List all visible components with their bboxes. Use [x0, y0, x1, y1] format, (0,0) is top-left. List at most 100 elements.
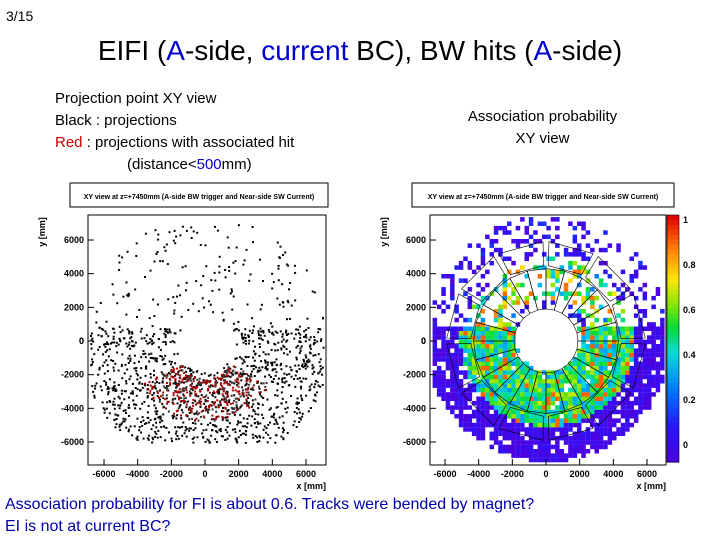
right-ytick-label: -2000	[403, 370, 426, 380]
heatmap-cell	[585, 344, 591, 349]
heatmap-cell	[607, 422, 613, 428]
projection-point	[131, 340, 134, 343]
heatmap-cell	[651, 295, 656, 301]
heatmap-cell	[528, 365, 534, 371]
heatmap-cell	[476, 431, 481, 436]
right-plot-description: Association probability XY view	[430, 106, 655, 150]
heatmap-cell	[445, 274, 451, 279]
color-scale-segment	[667, 353, 679, 359]
heatmap-cell	[454, 361, 459, 366]
heatmap-cell	[476, 282, 481, 288]
heatmap-cell	[651, 344, 656, 349]
heatmap-cell	[528, 418, 534, 423]
heatmap-cell	[550, 379, 556, 384]
heatmap-cell	[581, 348, 586, 353]
heatmap-cell	[467, 317, 473, 323]
projection-point	[296, 397, 299, 400]
heatmap-cell	[507, 322, 512, 327]
projection-point	[275, 358, 278, 361]
associated-hit-point	[228, 413, 231, 416]
projection-point	[147, 421, 150, 424]
projection-point	[244, 337, 247, 339]
associated-hit-point	[217, 404, 220, 407]
projection-point	[277, 279, 280, 282]
heatmap-cell	[546, 291, 551, 296]
projection-point	[127, 404, 130, 407]
associated-hit-point	[163, 398, 166, 401]
projection-point	[317, 331, 320, 334]
heatmap-cell	[647, 339, 652, 345]
projection-point	[161, 260, 164, 263]
projection-point	[151, 381, 154, 384]
associated-hit-point	[204, 407, 207, 409]
heatmap-cell	[612, 339, 617, 345]
projection-point	[265, 365, 268, 368]
projection-point	[165, 243, 168, 246]
projection-point	[152, 438, 155, 441]
heatmap-cell	[498, 365, 503, 371]
heatmap-cell	[555, 387, 560, 393]
heatmap-cell	[467, 370, 473, 375]
heatmap-cell	[502, 225, 508, 231]
projection-point	[258, 343, 261, 345]
projection-point	[112, 327, 115, 330]
associated-hit-point	[204, 395, 207, 398]
associated-hit-point	[238, 373, 241, 376]
heatmap-cell	[502, 374, 508, 380]
projection-point	[317, 353, 320, 356]
color-scale-segment	[667, 308, 679, 315]
projection-point	[245, 430, 248, 433]
projection-point	[278, 303, 281, 306]
projection-point	[254, 413, 257, 416]
projection-point	[127, 357, 130, 360]
projection-point	[119, 404, 122, 407]
heatmap-cell	[471, 269, 477, 275]
color-scale-segment	[667, 397, 679, 404]
heatmap-cell	[454, 392, 459, 397]
heatmap-cell	[594, 444, 599, 450]
projection-point	[154, 359, 157, 362]
heatmap-cell	[471, 422, 477, 428]
heatmap-cell	[660, 361, 665, 366]
heatmap-cell	[493, 348, 499, 353]
projection-point	[141, 402, 144, 405]
heatmap-cell	[524, 400, 529, 406]
color-scale-segment	[667, 343, 679, 349]
color-scale-tick-label: 0.6	[683, 305, 696, 315]
heatmap-cell	[572, 440, 578, 445]
projection-point	[318, 361, 321, 364]
heatmap-cell	[577, 361, 582, 366]
heatmap-cell	[550, 396, 556, 401]
projection-point	[145, 334, 148, 337]
projection-point	[151, 325, 154, 328]
heatmap-cell	[542, 453, 547, 458]
heatmap-cell	[559, 265, 564, 270]
associated-hit-point	[198, 412, 201, 415]
projection-point	[280, 435, 283, 438]
heatmap-cell	[568, 379, 573, 384]
heatmap-cell	[633, 348, 639, 353]
heatmap-cell	[563, 453, 569, 458]
heatmap-cell	[450, 409, 455, 415]
heatmap-cell	[638, 374, 643, 380]
heatmap-cell	[489, 260, 494, 266]
associated-hit-point	[158, 400, 161, 403]
heatmap-cell	[515, 440, 521, 445]
heatmap-cell	[568, 405, 573, 410]
projection-point	[295, 426, 298, 428]
projection-point	[128, 341, 131, 344]
projection-point	[295, 358, 298, 361]
projection-point	[303, 330, 306, 333]
heatmap-cell	[625, 379, 630, 384]
heatmap-cell	[633, 252, 639, 257]
heatmap-cell	[454, 357, 459, 362]
projection-point	[268, 331, 271, 333]
heatmap-cell	[524, 449, 529, 454]
associated-hit-point	[264, 385, 267, 388]
heatmap-cell	[489, 400, 494, 406]
projection-point	[130, 344, 133, 347]
heatmap-cell	[458, 260, 464, 266]
heatmap-cell	[590, 247, 595, 253]
heatmap-cell	[480, 260, 486, 266]
